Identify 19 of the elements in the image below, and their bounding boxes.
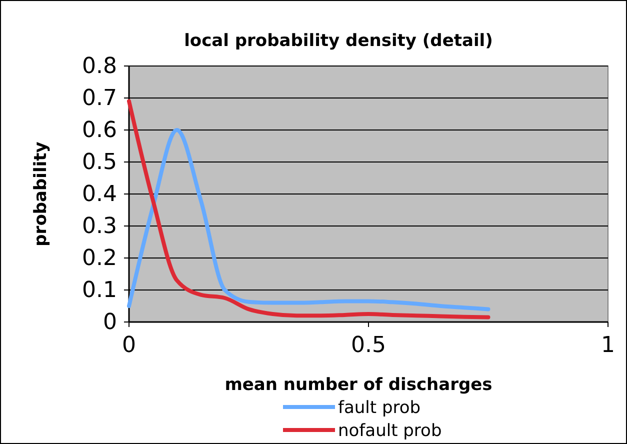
line-series — [127, 99, 490, 320]
y-tick-label: 0.4 — [82, 182, 117, 208]
y-axis-title: probability — [31, 142, 51, 246]
y-tick-label: 0.2 — [82, 246, 117, 272]
y-tick-label: 0.6 — [82, 118, 117, 144]
chart-title: local probability density (detail) — [184, 31, 493, 51]
x-tick-label: 1 — [601, 333, 615, 358]
x-tick-label: 0 — [122, 333, 136, 358]
x-axis-title: mean number of discharges — [224, 375, 492, 395]
y-tick-label: 0 — [103, 310, 117, 336]
y-tick-label: 0.1 — [82, 278, 117, 304]
legend-label: nofault prob — [338, 421, 442, 441]
y-tick-label: 0.7 — [82, 86, 117, 112]
y-tick-label: 0.8 — [82, 54, 117, 80]
line-series — [127, 128, 490, 312]
y-tick-label: 0.3 — [82, 214, 117, 240]
legend-label: fault prob — [338, 398, 421, 418]
y-tick-label: 0.5 — [82, 150, 117, 176]
x-tick-label: 0.5 — [351, 333, 386, 358]
